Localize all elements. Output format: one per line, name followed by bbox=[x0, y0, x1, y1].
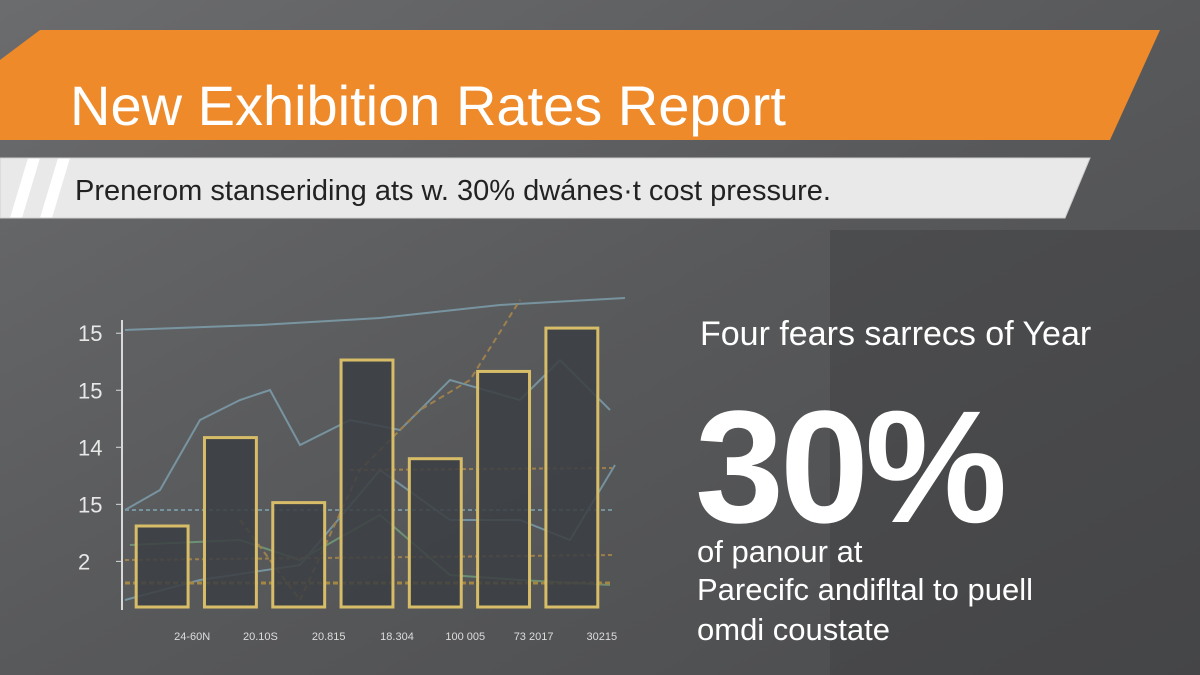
callout-line: of panour at bbox=[697, 534, 863, 569]
stripe bbox=[10, 158, 40, 218]
callout-figure: 30% bbox=[695, 377, 1004, 556]
x-tick-label: 18.304 bbox=[380, 631, 414, 643]
y-tick-label: 15 bbox=[78, 492, 102, 517]
title: New Exhibition Rates Report bbox=[70, 74, 786, 137]
bar bbox=[271, 501, 327, 609]
x-tick-label: 30215 bbox=[587, 631, 618, 643]
bar bbox=[134, 524, 190, 609]
bar bbox=[202, 436, 258, 609]
bar bbox=[476, 369, 532, 609]
y-tick-label: 15 bbox=[78, 321, 102, 346]
x-tick-label: 100 005 bbox=[445, 631, 485, 643]
x-tick-label: 24-60N bbox=[174, 631, 210, 643]
bar bbox=[339, 358, 395, 609]
title-banner bbox=[0, 30, 1160, 140]
y-tick-label: 2 bbox=[78, 549, 90, 574]
subtitle-border bbox=[0, 157, 1091, 219]
callout-line: Parecifc andifltal to puell bbox=[697, 572, 1033, 607]
bar bbox=[407, 457, 463, 609]
x-tick-label: 73 2017 bbox=[514, 631, 554, 643]
y-tick-label: 14 bbox=[78, 435, 102, 460]
callout-line: omdi coustate bbox=[697, 612, 890, 647]
subtitle-banner bbox=[0, 158, 1090, 218]
backdrop-panel bbox=[830, 230, 1200, 675]
x-tick-label: 20.10S bbox=[243, 631, 278, 643]
callout-heading: Four fears sarrecs of Year bbox=[700, 315, 1091, 353]
stripe bbox=[40, 158, 70, 218]
x-tick-label: 20.815 bbox=[312, 631, 346, 643]
y-tick-label: 15 bbox=[78, 378, 102, 403]
subtitle: Prenerom stanseriding ats w. 30% dwánes·… bbox=[75, 175, 831, 207]
bar bbox=[544, 326, 600, 609]
